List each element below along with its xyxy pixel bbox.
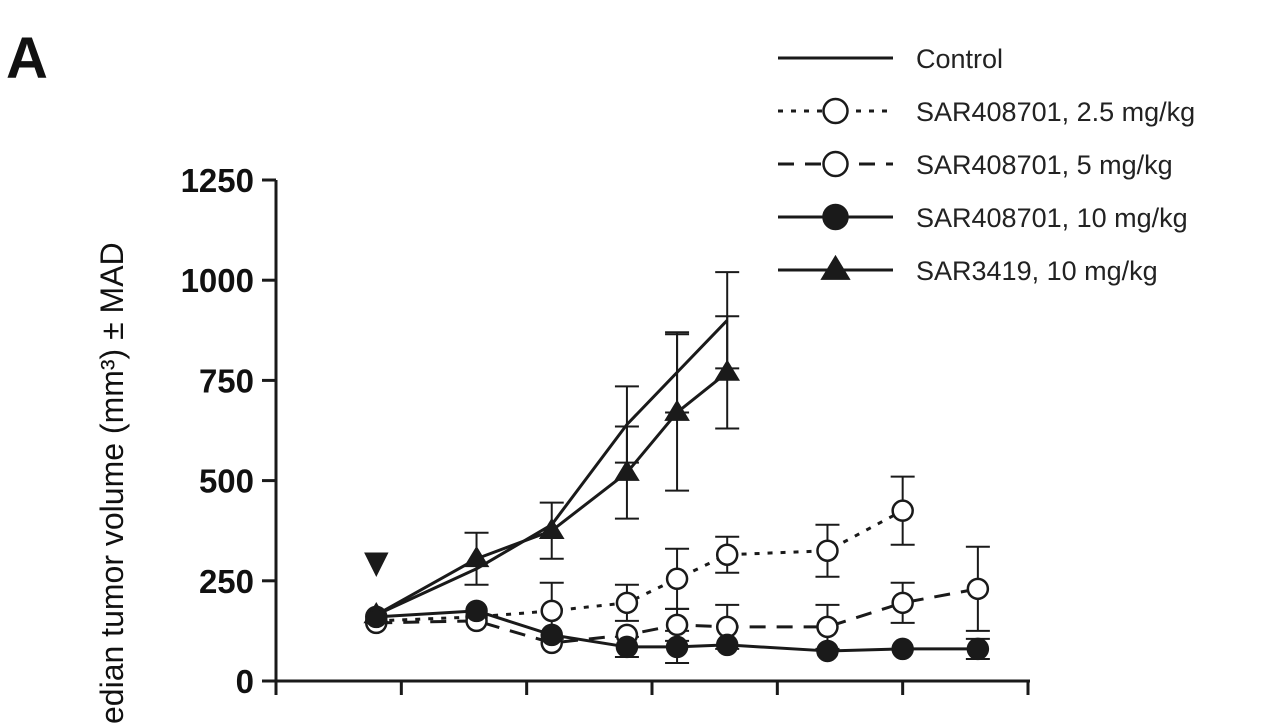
series-layer: ▼ bbox=[363, 271, 990, 664]
data-point bbox=[615, 635, 639, 659]
data-point bbox=[891, 591, 914, 615]
data-point bbox=[615, 591, 639, 615]
panel-label: A bbox=[6, 26, 48, 91]
data-point bbox=[540, 599, 563, 623]
legend-label: SAR408701, 10 mg/kg bbox=[916, 203, 1188, 233]
data-point bbox=[664, 399, 690, 421]
data-point bbox=[540, 623, 563, 647]
data-point bbox=[465, 599, 488, 623]
treatment-arrow-icon: ▼ bbox=[364, 543, 389, 581]
data-point bbox=[665, 613, 689, 637]
data-point bbox=[820, 254, 851, 280]
y-tick-label: 0 bbox=[236, 663, 254, 700]
data-point bbox=[822, 150, 849, 178]
data-point bbox=[363, 602, 390, 624]
data-point bbox=[538, 517, 565, 540]
y-axis-title: edian tumor volume (mm³) ± MAD bbox=[94, 242, 130, 724]
legend-label: SAR408701, 5 mg/kg bbox=[916, 150, 1173, 180]
data-point bbox=[715, 543, 739, 566]
y-tick-label: 1000 bbox=[181, 262, 254, 299]
y-tick-label: 500 bbox=[199, 463, 254, 500]
data-point bbox=[714, 359, 741, 381]
legend-label: SAR408701, 2.5 mg/kg bbox=[916, 97, 1195, 127]
series-line-1 bbox=[376, 509, 904, 623]
series-line-4 bbox=[375, 371, 729, 617]
data-point bbox=[463, 545, 490, 568]
data-point bbox=[816, 639, 839, 663]
data-point bbox=[614, 459, 640, 481]
data-point bbox=[715, 633, 739, 657]
legend-label: Control bbox=[916, 44, 1003, 74]
y-tick-label: 250 bbox=[199, 563, 254, 600]
data-point bbox=[822, 97, 849, 125]
data-point bbox=[966, 637, 990, 661]
data-point bbox=[816, 539, 839, 562]
data-point bbox=[891, 637, 914, 661]
data-point bbox=[966, 577, 990, 601]
data-point bbox=[665, 567, 689, 591]
data-point bbox=[665, 635, 689, 659]
legend-label: SAR3419, 10 mg/kg bbox=[916, 256, 1158, 286]
legend: Control SAR408701, 2.5 mg/kg SAR408701, 5 … bbox=[778, 44, 1195, 286]
y-tick-label: 750 bbox=[199, 362, 254, 399]
y-tick-label: 1250 bbox=[181, 162, 254, 199]
axes: 0 250 500 750 1000 1250 bbox=[181, 162, 1030, 700]
data-point bbox=[816, 615, 839, 639]
data-point bbox=[822, 203, 849, 231]
series-line-0 bbox=[375, 319, 729, 617]
data-point bbox=[891, 499, 914, 522]
